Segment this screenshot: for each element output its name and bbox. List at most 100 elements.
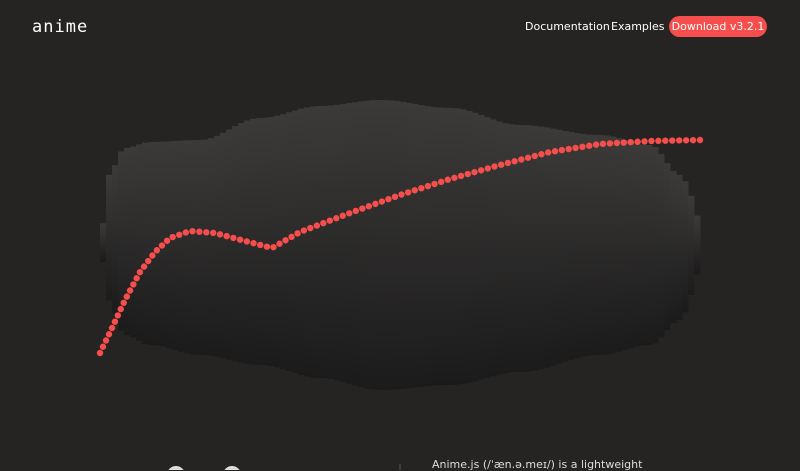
shape-bar: [526, 125, 533, 372]
animation-dot: [372, 200, 379, 208]
shape-bar: [640, 144, 647, 346]
animation-dot: [307, 224, 314, 232]
shape-bar: [184, 140, 191, 354]
animation-dot: [176, 231, 183, 238]
animation-dot: [551, 148, 559, 155]
shape-bar: [580, 133, 587, 357]
shape-bar: [154, 141, 161, 346]
shape-bar: [574, 133, 581, 359]
animation-dot: [599, 140, 607, 148]
shape-bar: [694, 215, 701, 275]
animation-dot: [385, 195, 392, 203]
shape-bar: [424, 106, 431, 387]
animation-dot: [511, 158, 518, 165]
logo[interactable]: anime: [32, 17, 89, 37]
shape-bar: [556, 129, 563, 364]
animation-dot: [504, 159, 512, 167]
animation-dot: [544, 149, 552, 156]
animation-dot: [572, 144, 579, 152]
shape-bar: [322, 105, 329, 379]
animation-dot: [294, 230, 301, 237]
animation-dot: [378, 198, 386, 205]
shape-bar: [634, 143, 641, 347]
shape-bar: [124, 147, 131, 336]
animation-dot: [586, 142, 593, 149]
download-button[interactable]: Download v3.2.1: [669, 16, 767, 37]
animation-dot: [189, 227, 196, 235]
animation-dot: [437, 178, 445, 186]
animation-dot: [263, 243, 271, 250]
animation-dot: [250, 240, 257, 247]
nav-link[interactable]: Examples: [611, 20, 665, 33]
shape-bar: [442, 107, 449, 386]
animation-dot: [130, 281, 137, 288]
shape-bar: [340, 104, 347, 382]
shape-bar: [304, 107, 311, 377]
shape-bar: [592, 134, 599, 356]
animation-dot: [140, 263, 148, 270]
animation-dot: [451, 174, 458, 181]
animation-dot: [365, 203, 373, 210]
animation-dot: [484, 165, 492, 172]
shape-bar: [232, 126, 239, 362]
animation-dot: [518, 156, 525, 163]
shape-bar: [562, 130, 569, 362]
animation-dot: [163, 237, 171, 244]
shape-bar: [616, 138, 623, 352]
shape-bar: [292, 110, 299, 374]
shape-bar: [520, 125, 527, 372]
animation-dot: [524, 154, 532, 161]
animation-dot: [288, 233, 295, 241]
animation-dot: [216, 231, 224, 238]
animation-dot: [538, 151, 545, 158]
shape-bar: [436, 107, 443, 386]
animation-dot: [418, 184, 425, 192]
animation-dot: [444, 176, 451, 183]
animation-dot: [696, 136, 704, 144]
animation-dot: [669, 137, 676, 144]
shape-bar: [328, 105, 335, 379]
shape-bar: [646, 144, 653, 346]
animation-dot: [457, 172, 465, 180]
shape-bar: [118, 151, 125, 331]
shape-bar: [490, 119, 497, 377]
animation-dot: [592, 141, 600, 148]
animation-dot: [96, 349, 104, 357]
shape-bar: [136, 144, 143, 341]
animation-dot: [117, 305, 124, 313]
animation-dot: [339, 212, 346, 219]
animation-dot: [203, 229, 210, 236]
animation-dot: [136, 268, 144, 276]
animation-dot: [300, 227, 308, 234]
shape-bar: [226, 129, 233, 360]
shape-bar: [298, 108, 305, 376]
shape-bar: [448, 108, 455, 385]
shape-bar: [310, 106, 317, 378]
shape-bar: [352, 102, 359, 386]
shape-bar: [430, 106, 437, 386]
animation-dot: [606, 140, 614, 147]
shape-bar: [358, 101, 365, 388]
animation-dot: [270, 243, 277, 251]
animation-dot: [230, 234, 237, 242]
animation-dot: [108, 324, 116, 332]
animation-dot: [424, 182, 432, 190]
animation-dot: [675, 137, 683, 144]
animation-dot: [257, 241, 264, 249]
shape-bar: [388, 100, 395, 390]
shape-bar: [478, 114, 485, 380]
animation-dot: [431, 180, 438, 188]
animation-dot: [158, 242, 166, 249]
shape-bar: [364, 100, 371, 389]
shape-bar: [514, 124, 521, 373]
animation-dot: [102, 337, 110, 344]
shape-bar: [688, 195, 695, 295]
animation-dot: [346, 210, 353, 217]
animation-dot: [579, 143, 586, 151]
shape-bar: [316, 106, 323, 378]
shape-bar: [466, 110, 473, 383]
nav-link[interactable]: Documentation: [525, 20, 610, 33]
animation-dot: [565, 145, 572, 153]
animation-dot: [620, 139, 627, 146]
animation-dot: [627, 138, 634, 146]
